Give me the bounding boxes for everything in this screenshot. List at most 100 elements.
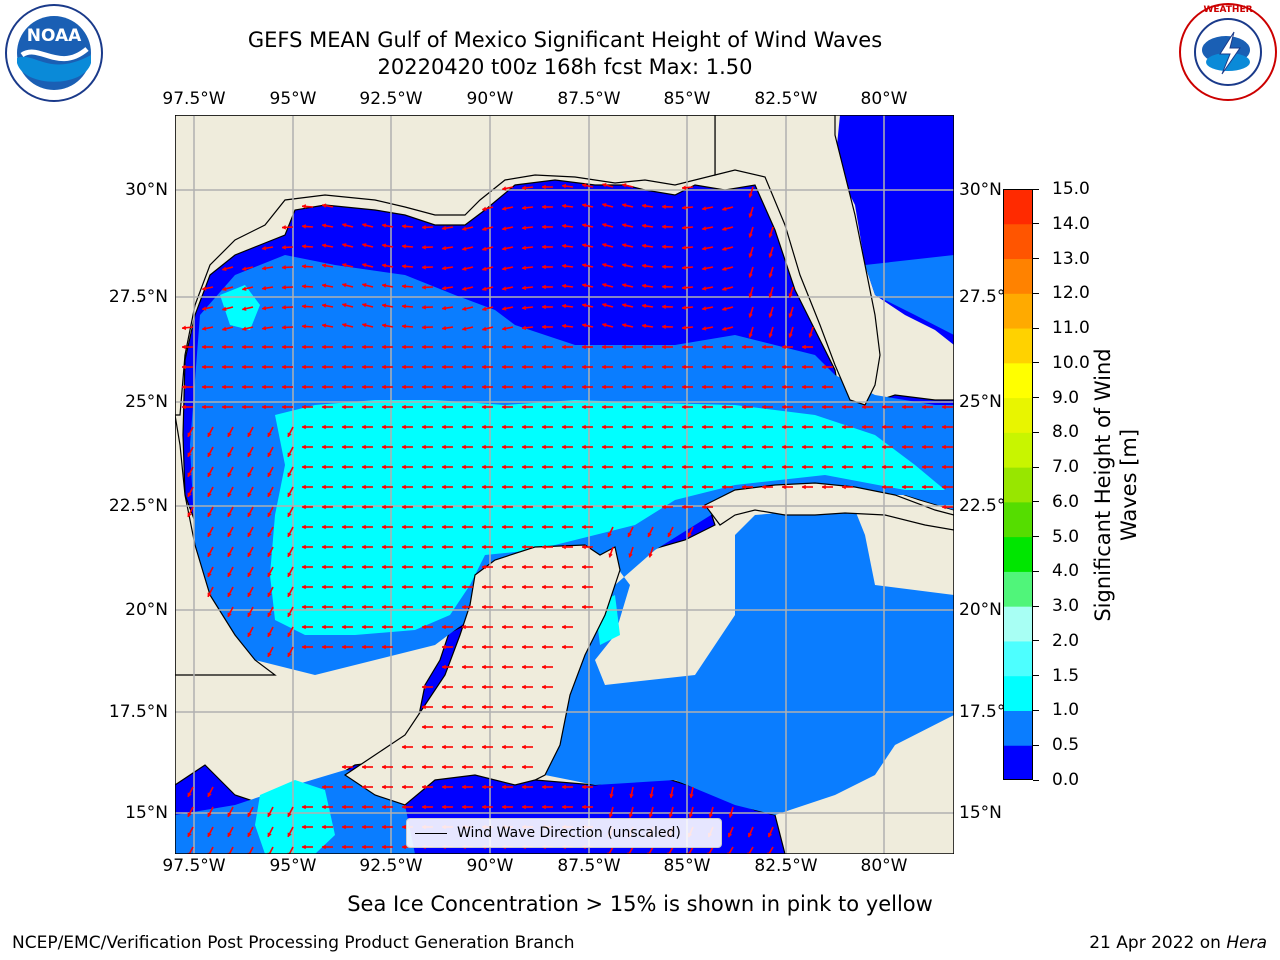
lat-tick-right: 30°N [959,180,1002,200]
wave-direction-arrowhead [421,784,426,790]
colorbar-tick-mark [1033,570,1039,572]
wave-direction-arrowhead [521,265,527,271]
wave-direction-arrowhead [621,504,626,510]
wave-direction-arrow [768,846,774,854]
wave-direction-arrowhead [201,306,207,311]
map-legend: Wind Wave Direction (unscaled) [406,818,722,848]
wave-direction-arrowhead [401,564,406,570]
wave-direction-arrowhead [581,183,587,188]
wave-direction-arrowhead [441,285,447,291]
wave-direction-arrowhead [821,384,826,390]
colorbar-tick-label: 1.0 [1052,700,1080,721]
wave-direction-arrowhead [247,492,252,498]
lon-tick-top: 82.5°W [754,89,818,109]
wave-direction-arrowhead [421,764,426,770]
wave-direction-arrowhead [661,384,666,390]
wave-direction-arrowhead [781,344,786,350]
wave-direction-arrowhead [247,552,252,558]
wave-direction-arrowhead [761,464,766,470]
wave-direction-arrowhead [721,464,726,470]
wave-direction-arrowhead [247,472,252,478]
wave-direction-arrowhead [227,592,232,598]
wave-direction-arrow [268,846,274,854]
wave-direction-arrowhead [621,464,626,470]
wave-direction-arrowhead [267,492,272,498]
wave-direction-arrow [628,846,634,854]
wave-direction-arrowhead [321,464,326,470]
wave-direction-arrowhead [441,464,446,470]
wave-direction-arrowhead [441,325,447,331]
wave-direction-arrowhead [421,624,426,630]
wave-direction-arrowhead [421,564,426,570]
wave-direction-arrowhead [601,364,606,370]
lat-tick-left: 17.5°N [108,702,168,722]
wave-direction-arrowhead [641,223,647,229]
wave-direction-arrowhead [581,323,587,328]
wave-direction-arrowhead [401,744,406,750]
wave-direction-arrowhead [561,544,566,550]
wave-direction-arrowhead [441,664,446,670]
wave-direction-arrowhead [661,444,666,450]
wave-direction-arrowhead [648,813,654,819]
wave-direction-arrowhead [401,444,406,450]
wave-direction-arrowhead [301,824,306,830]
wave-direction-arrowhead [581,243,587,248]
wave-direction-arrowhead [201,364,206,370]
wave-direction-arrowhead [207,572,212,578]
wave-direction-arrowhead [581,464,586,470]
wave-direction-arrowhead [681,325,687,331]
wave-direction-arrowhead [721,344,726,350]
wave-direction-arrowhead [768,293,773,298]
wave-direction-arrowhead [541,504,546,510]
wave-direction-arrowhead [361,384,366,390]
wave-direction-arrowhead [501,484,506,490]
wave-direction-arrowhead [601,202,607,208]
wave-direction-arrowhead [341,242,347,248]
wave-direction-arrowhead [521,364,526,370]
wave-direction-arrowhead [227,492,232,498]
wave-direction-arrowhead [481,784,486,790]
wave-direction-arrowhead [361,344,366,350]
wave-direction-arrowhead [641,364,646,370]
wave-direction-arrowhead [281,225,286,230]
wave-direction-arrowhead [721,246,727,252]
wave-direction-arrowhead [601,484,606,490]
credit-text: NCEP/EMC/Verification Post Processing Pr… [12,933,575,953]
wave-direction-arrowhead [768,233,773,238]
wave-direction-arrowhead [501,326,507,331]
wave-direction-arrowhead [441,744,446,750]
wave-direction-arrowhead [361,424,366,430]
wave-direction-arrowhead [561,504,566,510]
wave-direction-arrowhead [281,384,286,390]
wave-direction-arrowhead [401,424,406,430]
wave-direction-arrowhead [401,284,406,289]
wave-direction-arrowhead [361,844,366,850]
wave-direction-arrowhead [441,305,447,311]
wave-direction-arrowhead [241,364,246,370]
wave-direction-arrowhead [361,604,366,610]
wave-direction-arrowhead [881,424,886,430]
wave-direction-arrowhead [261,384,266,390]
wave-direction-arrowhead [381,223,387,228]
wave-direction-arrowhead [281,364,286,370]
wave-direction-arrowhead [481,544,486,550]
wave-direction-arrowhead [361,784,366,790]
wave-direction-arrowhead [728,813,734,819]
colorbar-segment [1003,293,1033,329]
wave-direction-arrowhead [401,544,406,550]
wave-direction-arrowhead [421,244,426,250]
lat-tick-left: 22.5°N [108,496,168,516]
colorbar-tick-mark [1033,675,1039,677]
lat-tick-left: 25°N [125,392,168,412]
wave-direction-arrowhead [687,532,692,538]
lon-tick-top: 95°W [269,89,317,109]
wave-direction-arrowhead [421,464,426,470]
wave-direction-arrowhead [748,313,753,318]
wave-direction-arrowhead [781,444,786,450]
wave-direction-arrowhead [541,444,546,450]
wave-direction-arrowhead [601,424,606,430]
wave-direction-arrowhead [401,404,406,410]
wave-direction-arrowhead [561,424,566,430]
wave-direction-arrowhead [301,804,306,810]
wave-direction-arrowhead [321,824,326,830]
